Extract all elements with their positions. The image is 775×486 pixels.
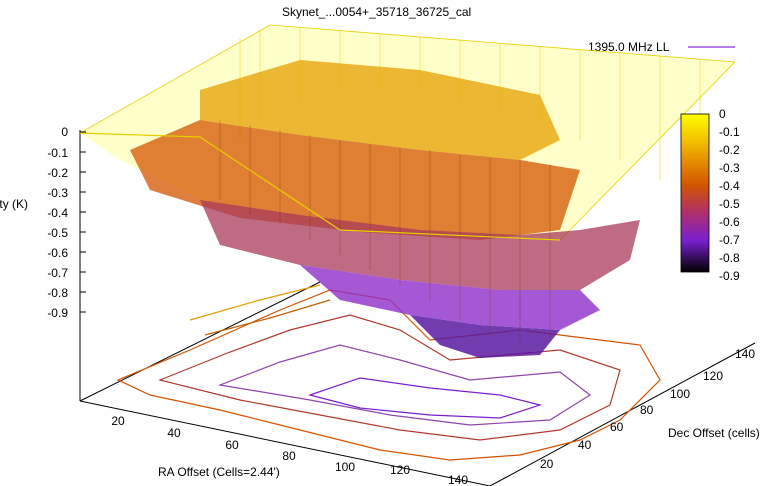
colorbar-tick: 0: [719, 107, 726, 121]
z-tick: -0.7: [47, 266, 68, 280]
z-tick: -0.6: [47, 246, 68, 260]
y-tick: 140: [735, 347, 755, 361]
base-frame: [79, 130, 756, 486]
colorbar-tick: -0.6: [719, 215, 740, 229]
colorbar-tick: -0.7: [719, 233, 740, 247]
y-tick: 100: [670, 387, 690, 401]
z-axis-ticks: 0 -0.1 -0.2 -0.3 -0.4 -0.5 -0.6 -0.7 -0.…: [47, 125, 68, 320]
z-tick: -0.3: [47, 186, 68, 200]
x-tick: 120: [390, 463, 410, 477]
colorbar-tick: -0.1: [719, 125, 740, 139]
y-axis-label: Dec Offset (cells): [668, 426, 760, 440]
x-tick: 20: [111, 414, 125, 428]
x-tick: 60: [225, 438, 239, 452]
colorbar-tick: -0.9: [719, 269, 740, 283]
z-tick: -0.2: [47, 166, 68, 180]
colorbar-tick: -0.3: [719, 161, 740, 175]
z-tick: -0.5: [47, 226, 68, 240]
z-axis-label: Intensity (K): [0, 197, 28, 211]
y-tick: 40: [578, 438, 592, 452]
legend-label: 1395.0 MHz LL: [588, 40, 670, 54]
colorbar-tick: -0.2: [719, 143, 740, 157]
y-tick: 120: [703, 369, 723, 383]
z-tick: -0.9: [47, 306, 68, 320]
base-contours: [116, 284, 661, 461]
colorbar-ticks: 0 -0.1 -0.2 -0.3 -0.4 -0.5 -0.6 -0.7 -0.…: [719, 107, 740, 283]
z-tick-marks: [80, 131, 86, 313]
x-tick: 140: [448, 473, 468, 486]
y-tick: 60: [610, 420, 624, 434]
y-axis-ticks: 20 40 60 80 100 120 140: [540, 347, 755, 471]
colorbar-tick: -0.8: [719, 251, 740, 265]
x-axis-ticks: 20 40 60 80 100 120 140: [111, 414, 468, 486]
z-tick: -0.1: [47, 146, 68, 160]
y-tick: 80: [640, 403, 654, 417]
colorbar: [680, 113, 710, 273]
colorbar-tick: -0.5: [719, 197, 740, 211]
x-tick: 80: [282, 449, 296, 463]
chart-title: Skynet_...0054+_35718_36725_cal: [282, 5, 471, 19]
x-tick: 40: [167, 426, 181, 440]
z-tick: 0: [61, 125, 68, 139]
surface-mesh: [79, 60, 640, 358]
z-tick: -0.8: [47, 286, 68, 300]
colorbar-tick: -0.4: [719, 179, 740, 193]
x-axis-label: RA Offset (Cells=2.44'): [158, 465, 280, 479]
z-tick: -0.4: [47, 206, 68, 220]
x-tick: 100: [335, 460, 355, 474]
y-tick: 20: [540, 457, 554, 471]
